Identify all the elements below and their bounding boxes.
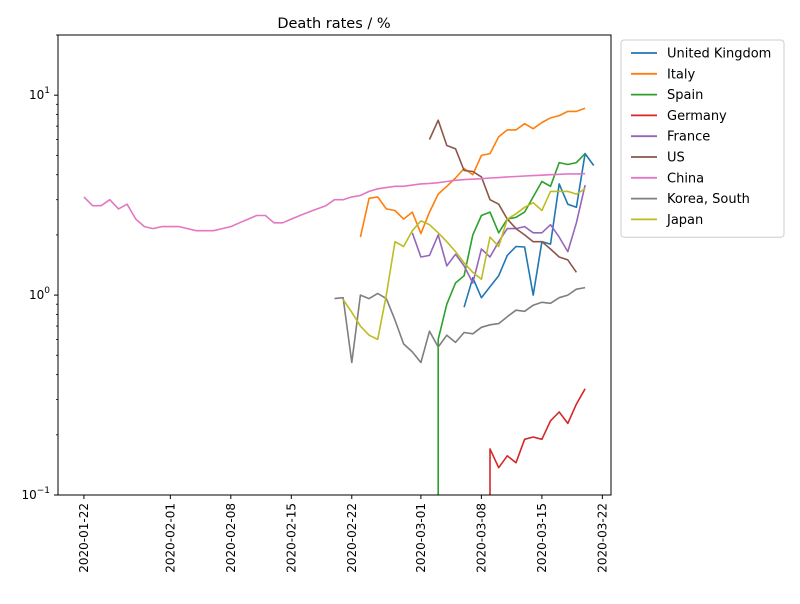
x-axis: 2020-01-22 2020-02-01 2020-02-08 2020-02-15… [77, 495, 609, 573]
x-tick-label: 2020-03-01 [414, 503, 428, 573]
series-line-japan [342, 188, 586, 341]
y-tick-exponent: 0 [44, 286, 50, 296]
y-tick-label: 101 [29, 86, 50, 102]
legend-entry-label: Italy [667, 67, 696, 82]
x-tick-label: 2020-03-22 [595, 503, 609, 573]
series-line-italy [359, 107, 586, 238]
series-line-france [411, 184, 586, 284]
legend-entry-label: Korea, South [667, 192, 750, 207]
x-tick-label: 2020-02-08 [224, 503, 238, 573]
legend-entry-label: Spain [667, 88, 703, 103]
x-tick-label: 2020-02-01 [163, 503, 177, 573]
series-line-us [428, 119, 578, 273]
chart-title: Death rates / % [277, 16, 390, 32]
series-line-united-kingdom [463, 152, 595, 308]
series-line-china [83, 172, 586, 232]
x-tick-label: 2020-02-15 [284, 503, 298, 573]
y-tick-label: 10−1 [21, 486, 50, 502]
y-tick-exponent: 1 [44, 86, 50, 96]
series-layer [83, 107, 595, 495]
legend: United Kingdom Italy Spain Germany France US C… [620, 39, 785, 238]
y-tick-base: 10 [29, 88, 44, 102]
legend-entry-label: Germany [667, 109, 727, 124]
y-tick-base: 10 [21, 488, 36, 502]
y-tick-label: 100 [29, 286, 50, 302]
series-line-spain [437, 153, 586, 495]
x-tick-label: 2020-03-08 [474, 503, 488, 573]
y-tick-base: 10 [29, 288, 44, 302]
y-tick-exponent: −1 [37, 486, 50, 496]
legend-box [620, 39, 785, 238]
x-tick-label: 2020-01-22 [77, 503, 91, 573]
legend-entry-label: China [667, 171, 704, 186]
legend-entry-label: Japan [666, 213, 703, 228]
legend-entry-label: United Kingdom [667, 47, 771, 62]
x-tick-label: 2020-02-22 [345, 503, 359, 573]
x-tick-label: 2020-03-15 [535, 503, 549, 573]
plot-frame [57, 34, 612, 496]
legend-entry-label: France [667, 130, 710, 145]
legend-entry-label: US [667, 151, 685, 166]
series-line-korea-south [334, 286, 586, 364]
series-line-germany [489, 388, 586, 495]
